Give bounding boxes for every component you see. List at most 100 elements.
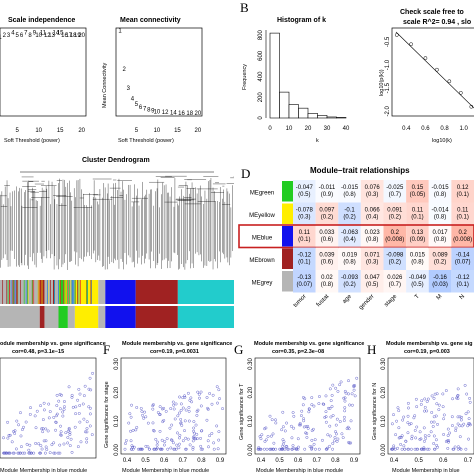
chart-title: Module membership vs. gene sig xyxy=(386,341,473,347)
data-point xyxy=(170,423,174,427)
cell-correlation: 0.066 xyxy=(365,208,381,214)
plot-frame xyxy=(115,27,203,117)
data-point xyxy=(416,447,420,451)
data-point xyxy=(343,409,347,413)
data-point xyxy=(79,440,83,444)
cell-pvalue: (0.4) xyxy=(343,237,355,243)
color-stripe xyxy=(38,280,40,304)
heatmap-cell xyxy=(451,247,474,270)
data-point-label: 15 xyxy=(57,31,64,37)
data-point xyxy=(331,383,335,387)
color-stripe xyxy=(20,280,21,304)
data-point xyxy=(403,447,407,451)
data-point xyxy=(312,442,316,446)
data-point-label: 16 xyxy=(178,111,185,117)
cell-correlation: 0.11 xyxy=(412,208,424,214)
color-segment xyxy=(105,280,136,304)
data-point xyxy=(85,437,89,441)
data-point xyxy=(469,104,474,109)
data-point xyxy=(61,410,65,414)
heatmap-cell xyxy=(428,202,452,225)
color-stripe xyxy=(17,280,18,304)
data-point xyxy=(398,435,402,439)
data-point xyxy=(57,399,61,403)
plot-frame xyxy=(0,357,97,459)
color-stripe xyxy=(90,280,92,304)
data-point xyxy=(42,401,46,405)
color-stripe xyxy=(70,280,72,304)
data-point xyxy=(435,392,439,396)
heatmap-cell xyxy=(293,270,316,293)
data-point xyxy=(274,447,278,451)
data-point xyxy=(136,447,140,451)
data-point xyxy=(183,419,187,423)
data-point xyxy=(413,428,417,432)
data-point xyxy=(310,396,314,400)
cell-correlation: -0.14 xyxy=(456,253,470,259)
data-point xyxy=(406,431,410,435)
y-tick-label: -2.0 xyxy=(385,106,391,117)
data-point xyxy=(88,376,92,380)
data-point-label: 10 xyxy=(35,33,42,39)
data-point xyxy=(435,402,439,406)
color-stripe xyxy=(68,280,70,304)
cell-pvalue: (0.09) xyxy=(410,237,426,243)
cell-pvalue: (0.1) xyxy=(457,192,469,198)
cell-pvalue: (0.8) xyxy=(434,192,446,198)
data-point-label: 1 xyxy=(118,28,122,34)
data-point xyxy=(206,407,210,411)
color-stripe xyxy=(60,280,61,304)
data-point xyxy=(216,401,219,405)
data-point xyxy=(415,405,419,409)
data-point xyxy=(74,412,78,416)
data-point xyxy=(399,443,403,446)
data-point xyxy=(7,433,11,437)
color-stripe xyxy=(32,280,33,304)
data-point xyxy=(169,446,173,450)
data-point xyxy=(87,405,91,409)
data-point xyxy=(179,421,183,425)
color-stripe xyxy=(71,280,73,304)
series-points xyxy=(256,376,359,451)
module-color-swatch xyxy=(282,271,293,292)
module-color-bar-1 xyxy=(0,280,234,304)
data-point xyxy=(306,426,310,430)
data-point xyxy=(299,423,302,427)
data-point xyxy=(138,447,142,451)
heatmap-cell xyxy=(315,247,339,270)
data-point xyxy=(427,434,431,438)
data-point-label: 4 xyxy=(11,31,15,37)
data-point xyxy=(169,438,173,442)
data-point xyxy=(467,437,470,441)
x-tick-label: 1.0 xyxy=(459,126,468,132)
data-point xyxy=(281,442,285,446)
data-point xyxy=(410,437,414,441)
cell-pvalue: (0.8) xyxy=(366,237,378,243)
data-point xyxy=(10,440,14,444)
column-label: gender xyxy=(358,294,375,311)
data-point xyxy=(466,424,470,428)
data-point xyxy=(441,392,445,396)
x-axis-label: k xyxy=(316,138,319,144)
heatmap-cell xyxy=(383,247,407,270)
data-point xyxy=(394,33,399,37)
y-tick-label: 0.20 xyxy=(381,386,387,398)
series-points xyxy=(390,383,472,451)
data-point xyxy=(17,423,20,427)
color-stripe xyxy=(86,280,87,304)
data-point xyxy=(320,438,324,442)
data-point xyxy=(146,421,150,425)
cell-correlation: -0.014 xyxy=(432,208,450,214)
histogram-bar xyxy=(288,104,299,119)
heatmap-cell xyxy=(360,270,384,293)
data-point xyxy=(88,406,92,410)
data-point xyxy=(328,424,332,428)
x-tick-label: 0.6 xyxy=(439,458,448,464)
chart-subtitle: cor=0.48, p=3.1e−15 xyxy=(12,349,64,355)
x-tick-label: 0.4 xyxy=(257,458,266,464)
data-point xyxy=(453,445,457,449)
data-point xyxy=(456,393,460,397)
x-axis-label: Module Membership in blue module xyxy=(256,468,343,474)
data-point xyxy=(432,434,436,438)
data-point xyxy=(19,434,23,438)
